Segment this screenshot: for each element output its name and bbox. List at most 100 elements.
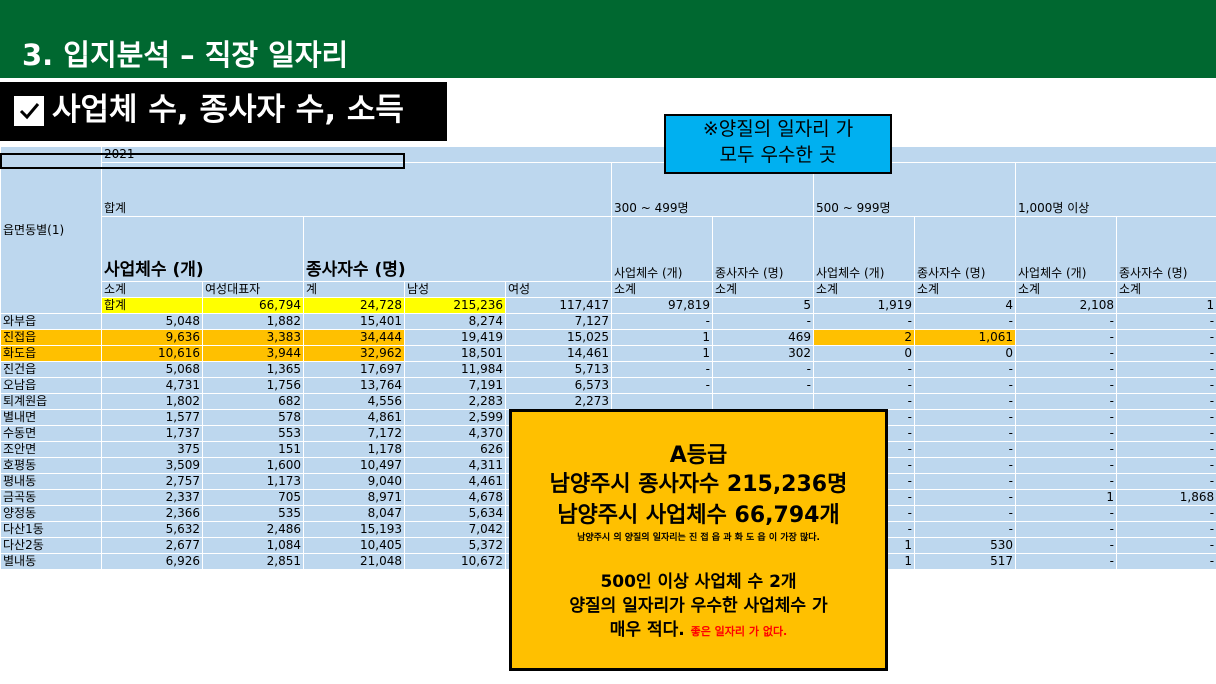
table-cell: 1,919	[813, 297, 915, 314]
sub-male: 남성	[404, 281, 506, 298]
table-cell: -	[914, 425, 1016, 442]
table-cell: 151	[202, 441, 304, 458]
row-name: 평내동	[0, 473, 102, 490]
table-cell: 1,577	[101, 409, 203, 426]
table-cell: 34,444	[303, 329, 405, 346]
table-cell: 1,173	[202, 473, 304, 490]
row-name: 합계	[101, 297, 203, 314]
table-cell: 8,971	[303, 489, 405, 506]
table-cell: 1,868	[1115, 489, 1216, 506]
sub-subtotal-1000b: 소계	[1115, 281, 1216, 298]
table-cell: -	[1115, 361, 1216, 378]
table-cell: -	[1015, 553, 1117, 570]
table-cell: 15,025	[505, 329, 612, 346]
sub-female: 여성	[505, 281, 612, 298]
table-cell: -	[1015, 441, 1117, 458]
table-cell: 7,191	[404, 377, 506, 394]
table-cell: -	[1015, 329, 1117, 346]
table-cell: 11,984	[404, 361, 506, 378]
table-cell: 1,178	[303, 441, 405, 458]
callout-line1: ※양질의 일자리 가	[702, 118, 854, 140]
table-cell: -	[1015, 537, 1117, 554]
row-header-label: 읍면동별(1)	[0, 146, 102, 314]
table-cell: -	[1115, 457, 1216, 474]
table-cell: -	[712, 377, 814, 394]
table-cell: 19,419	[404, 329, 506, 346]
table-cell: 215,236	[404, 297, 506, 314]
table-cell: -	[914, 473, 1016, 490]
table-cell: 117,417	[505, 297, 612, 314]
table-cell: -	[813, 377, 915, 394]
summary-line-c-text: 매우 적다.	[609, 620, 685, 640]
sub-subtotal-1000a: 소계	[1015, 281, 1117, 298]
sub-subtotal-500b: 소계	[914, 281, 1016, 298]
summary-businesses: 남양주시 사업체수 66,794개	[557, 503, 840, 528]
table-cell: 4,861	[303, 409, 405, 426]
table-cell: 10,405	[303, 537, 405, 554]
table-cell: -	[914, 409, 1016, 426]
table-row: 화도읍 10,616 3,944 32,962 18,501 14,461 1 302 0 0- -	[0, 345, 1216, 362]
group-total: 합계	[101, 162, 612, 217]
sub-female-rep: 여성대표자	[202, 281, 304, 298]
sub-subtotal: 소계	[101, 281, 203, 298]
row-name: 퇴계원읍	[0, 393, 102, 410]
table-cell: 24,728	[303, 297, 405, 314]
table-cell: -	[914, 313, 1016, 330]
table-cell: -	[914, 377, 1016, 394]
table-cell: 10,497	[303, 457, 405, 474]
table-cell	[611, 393, 713, 410]
table-cell: 10,616	[101, 345, 203, 362]
table-cell: 1,756	[202, 377, 304, 394]
table-cell: 553	[202, 425, 304, 442]
table-cell: 21,048	[303, 553, 405, 570]
table-cell: 2,366	[101, 505, 203, 522]
table-cell: 9,040	[303, 473, 405, 490]
table-cell: 469	[712, 329, 814, 346]
table-cell: 1	[1115, 297, 1216, 314]
table-cell: 4,678	[404, 489, 506, 506]
summary-red-note: 좋은 일자리 가 없다.	[690, 625, 788, 638]
table-cell: 375	[101, 441, 203, 458]
table-cell: 682	[202, 393, 304, 410]
table-cell: 15,401	[303, 313, 405, 330]
table-cell: 1	[611, 345, 713, 362]
table-cell: 705	[202, 489, 304, 506]
table-cell: -	[611, 313, 713, 330]
table-cell: 0	[914, 345, 1016, 362]
table-cell: -	[914, 521, 1016, 538]
row-name: 금곡동	[0, 489, 102, 506]
table-cell: -	[813, 361, 915, 378]
table-cell: -	[1015, 313, 1117, 330]
row-name: 별내면	[0, 409, 102, 426]
table-cell: 1,737	[101, 425, 203, 442]
table-cell: 2,757	[101, 473, 203, 490]
summary-note: 남양주시 의 양질의 일자리는 진 접 읍 과 화 도 읍 이 가장 많다.	[577, 533, 820, 543]
table-cell: 17,697	[303, 361, 405, 378]
table-cell: -	[712, 313, 814, 330]
table-cell: -	[813, 393, 915, 410]
table-cell: -	[1115, 473, 1216, 490]
check-icon	[14, 96, 44, 126]
table-cell: 1,084	[202, 537, 304, 554]
table-cell: -	[1115, 329, 1216, 346]
table-cell	[712, 393, 814, 410]
sub-total: 계	[303, 281, 405, 298]
summary-box: A등급 남양주시 종사자수 215,236명 남양주시 사업체수 66,794개…	[509, 409, 888, 671]
measure-biz-500: 사업체수 (개)	[813, 216, 915, 282]
table-row: 와부읍 5,048 1,882 15,401 8,274 7,127- - - - - -	[0, 313, 1216, 330]
table-cell: -	[1015, 361, 1117, 378]
table-cell: -	[1115, 313, 1216, 330]
table-cell: 4,731	[101, 377, 203, 394]
measure-emp-300: 종사자수 (명)	[712, 216, 814, 282]
table-cell: 4	[914, 297, 1016, 314]
table-cell: 3,944	[202, 345, 304, 362]
summary-line-c: 매우 적다. 좋은 일자리 가 없다.	[512, 618, 885, 644]
year-label: 2021	[100, 146, 1216, 163]
table-cell: 1,061	[914, 329, 1016, 346]
table-cell: 2,486	[202, 521, 304, 538]
table-cell: 2,337	[101, 489, 203, 506]
table-cell: 1	[1015, 489, 1117, 506]
table-cell: -	[1115, 505, 1216, 522]
summary-grade: A등급	[669, 443, 728, 468]
table-cell: -	[1115, 553, 1216, 570]
